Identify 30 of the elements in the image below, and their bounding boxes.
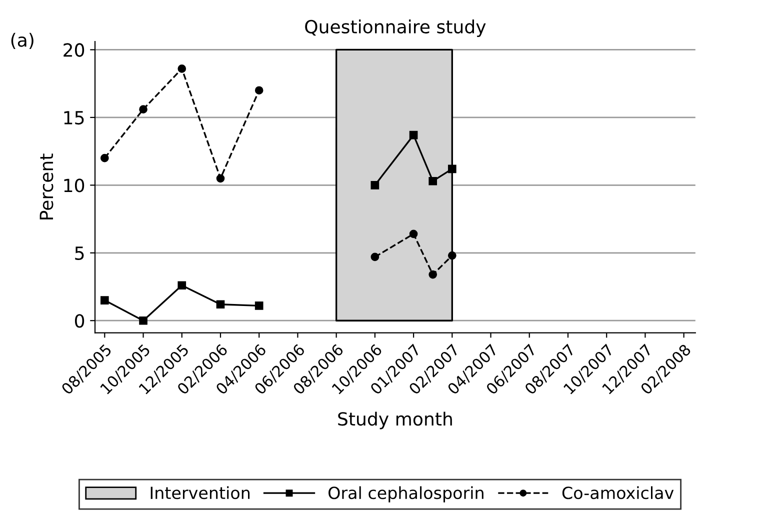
legend-label: Oral cephalosporin xyxy=(328,486,484,502)
y-tick-label: 20 xyxy=(64,43,84,57)
point xyxy=(254,302,264,310)
point xyxy=(448,164,456,174)
point xyxy=(448,251,456,260)
legend-label: Intervention xyxy=(150,486,250,500)
point xyxy=(100,296,109,304)
y-tick-label: 5 xyxy=(75,246,84,260)
point xyxy=(100,154,109,162)
point xyxy=(139,105,148,114)
y-tick-label: 0 xyxy=(74,314,84,328)
x-axis-title: Study month xyxy=(338,412,452,430)
y-axis-title: Percent xyxy=(40,154,54,220)
text: (a) xyxy=(11,32,34,49)
point xyxy=(409,130,418,140)
point xyxy=(370,252,380,262)
point xyxy=(428,176,438,186)
point xyxy=(216,300,225,309)
point xyxy=(178,281,186,290)
point xyxy=(178,64,186,73)
point xyxy=(254,86,264,95)
point xyxy=(216,174,225,183)
chart-title: Questionnaire study xyxy=(305,20,486,38)
point xyxy=(409,230,418,238)
point xyxy=(428,270,438,279)
point xyxy=(139,316,148,325)
legend-label: Co-amoxiclav xyxy=(562,486,674,500)
point xyxy=(370,181,380,190)
y-tick-label: 15 xyxy=(64,111,84,125)
y-tick-label: 10 xyxy=(64,178,84,192)
